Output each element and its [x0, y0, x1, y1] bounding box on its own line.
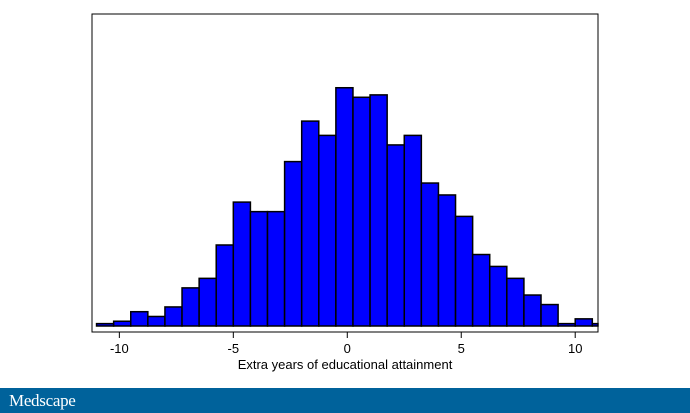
- histogram-bar-13: [318, 134, 337, 327]
- histogram-bar-17: [386, 144, 406, 327]
- histogram-bar-19: [420, 182, 440, 327]
- x-tick-label-1: -5: [228, 341, 240, 356]
- histogram-bar-14: [335, 86, 354, 327]
- x-axis-title: Extra years of educational attainment: [238, 357, 453, 372]
- histogram-bar-29: [591, 322, 599, 327]
- x-tick-label-4: 10: [568, 341, 582, 356]
- histogram-bar-11: [283, 160, 303, 327]
- histogram-bar-28: [574, 318, 594, 327]
- histogram-bar-1: [112, 320, 132, 327]
- histogram-bar-25: [523, 294, 542, 327]
- histogram-bars: [95, 86, 599, 327]
- histogram-bar-26: [540, 303, 559, 327]
- histogram-bar-24: [506, 277, 525, 327]
- histogram-bar-2: [130, 310, 149, 327]
- histogram-bar-6: [198, 277, 217, 327]
- histogram-bar-8: [232, 201, 252, 327]
- histogram-bar-21: [454, 215, 474, 327]
- histogram-bar-20: [437, 194, 457, 327]
- histogram-bar-15: [352, 96, 371, 327]
- histogram-bar-5: [181, 287, 200, 327]
- x-axis-ticks: -10 -5 0 5 10: [110, 332, 582, 356]
- histogram-bar-0: [95, 322, 115, 327]
- x-tick-label-2: 0: [344, 341, 351, 356]
- histogram-bar-3: [147, 315, 166, 327]
- histogram-bar-27: [557, 322, 576, 327]
- histogram-bar-4: [164, 306, 183, 327]
- histogram-chart: -10 -5 0 5 10 Extra years of educational att…: [91, 13, 599, 372]
- histogram-bar-12: [300, 120, 320, 327]
- histogram-bar-22: [471, 253, 491, 327]
- x-tick-label-0: -10: [110, 341, 129, 356]
- histogram-bar-23: [488, 265, 508, 327]
- footer-bar: Medscape: [0, 388, 690, 413]
- histogram-bar-10: [266, 210, 286, 327]
- medscape-logo: Medscape: [9, 391, 76, 410]
- histogram-bar-7: [215, 244, 235, 327]
- histogram-bar-16: [369, 94, 388, 327]
- histogram-bar-9: [249, 210, 269, 327]
- histogram-bar-18: [403, 134, 423, 327]
- x-tick-label-3: 5: [458, 341, 465, 356]
